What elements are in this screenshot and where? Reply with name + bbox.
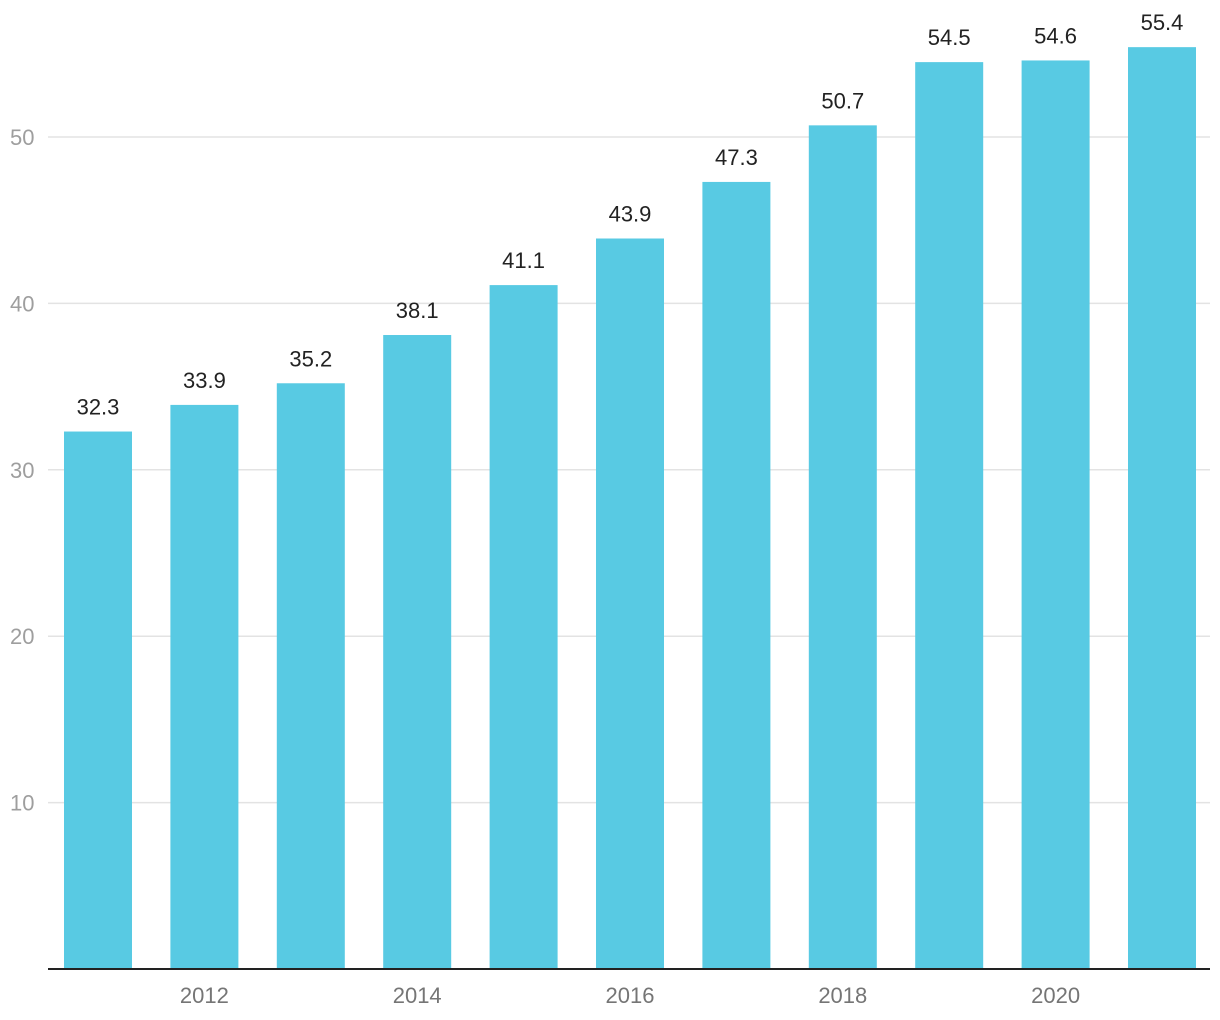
x-tick-label: 2014 (393, 983, 442, 1008)
bar-2019 (915, 62, 984, 970)
x-tick-label: 2020 (1031, 983, 1080, 1008)
data-label-2011: 32.3 (77, 395, 120, 420)
y-tick-label: 30 (10, 458, 34, 483)
x-tick-label: 2018 (818, 983, 867, 1008)
data-label-2012: 33.9 (183, 368, 226, 393)
y-axis-ticks: 10 20 30 40 50 (10, 125, 34, 816)
bar-2014 (383, 335, 452, 969)
y-tick-label: 50 (10, 125, 34, 150)
data-label-2014: 38.1 (396, 298, 439, 323)
bar-2016 (596, 238, 664, 969)
data-label-2020: 54.6 (1034, 23, 1077, 48)
x-axis-ticks: 2012 2014 2016 2018 2020 (180, 983, 1080, 1008)
bar-2012 (170, 404, 239, 969)
x-tick-label: 2012 (180, 983, 229, 1008)
data-labels: 32.3 33.9 35.2 38.1 41.1 43.9 47.3 50.7 54.5 54.6… (77, 10, 1184, 419)
bar-2018 (808, 125, 877, 970)
data-label-2013: 35.2 (289, 346, 332, 371)
bar-2021 (1128, 47, 1196, 970)
y-tick-label: 40 (10, 291, 34, 316)
data-label-2017: 47.3 (715, 145, 758, 170)
data-label-2016: 43.9 (609, 202, 652, 227)
data-label-2019: 54.5 (928, 25, 971, 50)
bar-2013 (276, 383, 345, 970)
x-tick-label: 2016 (606, 983, 655, 1008)
bar-2020 (1021, 60, 1090, 970)
data-label-2021: 55.4 (1141, 10, 1184, 35)
data-label-2015: 41.1 (502, 248, 545, 273)
y-tick-label: 20 (10, 624, 34, 649)
data-label-2018: 50.7 (821, 88, 864, 113)
bar-2015 (489, 285, 558, 969)
y-tick-label: 10 (10, 791, 34, 816)
bar-2017 (702, 181, 771, 970)
bar-2011 (64, 431, 132, 969)
bars (64, 47, 1196, 970)
